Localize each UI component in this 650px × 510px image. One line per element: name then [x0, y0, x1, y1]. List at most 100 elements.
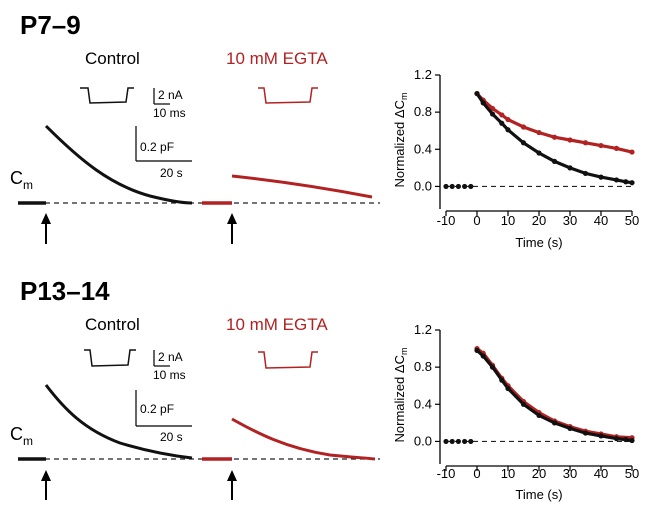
data-point	[499, 112, 505, 118]
cap-scale-label: 0.2 pF	[140, 140, 174, 154]
data-point	[629, 437, 635, 444]
current-scale-bar: 2 nA 10 ms	[153, 350, 186, 382]
y-axis-label: Normalized ΔCm	[392, 348, 409, 443]
x-tick-label: 10	[501, 466, 515, 481]
data-point	[489, 364, 496, 370]
egta-current-trace	[258, 87, 318, 104]
data-point	[474, 347, 480, 354]
x-axis-label: Time (s)	[515, 235, 562, 250]
cap-scale-label: 0.2 pF	[140, 402, 174, 416]
x-tick-label: 0	[473, 466, 480, 481]
capacitance-scale-bar: 0.2 pF 20 s	[135, 390, 192, 444]
control-cm-trace	[44, 384, 193, 460]
x-tick-label: 30	[563, 466, 577, 481]
data-point	[567, 137, 573, 143]
data-point	[582, 140, 589, 146]
current-scale-label: 2 nA	[158, 350, 183, 364]
egta-label: 10 mM EGTA	[226, 49, 328, 68]
egta-current-trace	[258, 351, 318, 369]
data-point	[536, 129, 542, 136]
data-point	[468, 183, 474, 190]
egta-cm-trace	[231, 174, 373, 199]
control-label: Control	[85, 315, 140, 334]
data-point	[489, 105, 496, 112]
data-point	[505, 116, 511, 123]
y-tick-label: 1.2	[414, 322, 432, 337]
y-tick-label: 0.8	[414, 359, 432, 374]
y-tick-label: 0.4	[414, 141, 432, 156]
data-point	[480, 353, 486, 359]
data-point	[623, 436, 629, 443]
capacitance-scale-bar: 0.2 pF 20 s	[135, 126, 192, 180]
data-point	[536, 412, 542, 419]
data-point	[474, 90, 480, 97]
y-tick-label: 0.0	[414, 178, 432, 193]
data-point	[613, 436, 620, 442]
series-line	[475, 348, 634, 443]
time-scale-s-label: 20 s	[160, 430, 183, 444]
data-point	[582, 430, 589, 436]
data-point	[499, 120, 505, 126]
data-point	[567, 425, 573, 432]
egta-stimulus-arrow	[227, 470, 237, 500]
x-tick-label: 10	[501, 213, 515, 228]
data-point	[480, 100, 486, 106]
time-scale-s-label: 20 s	[160, 166, 183, 180]
panel-p13: P13–14 Control 10 mM EGTA 2 nA 10 ms 0.2…	[10, 276, 380, 500]
x-tick-label: 50	[625, 466, 639, 481]
data-point	[551, 158, 558, 164]
data-point	[499, 377, 505, 383]
control-stimulus-arrow	[41, 213, 51, 244]
data-point	[489, 111, 496, 117]
y-tick-label: 0.0	[414, 433, 432, 448]
normalized-plot-p13: 0.0 0.4 0.8 1.2 -10 0 10 20 30 40 50 Time (s) Normal…	[392, 322, 639, 502]
x-tick-label: 30	[563, 213, 577, 228]
data-point	[536, 150, 542, 156]
x-tick-label: 20	[532, 466, 546, 481]
data-point	[449, 438, 455, 445]
data-point	[520, 140, 527, 146]
data-point	[598, 142, 604, 149]
y-tick-label: 0.4	[414, 396, 432, 411]
egta-label: 10 mM EGTA	[226, 315, 328, 334]
data-point	[598, 174, 604, 180]
data-point	[462, 183, 468, 190]
data-point	[551, 420, 558, 426]
data-point	[582, 170, 589, 177]
x-tick-label: 0	[473, 213, 480, 228]
data-point	[462, 438, 468, 445]
data-point	[598, 433, 604, 439]
current-scale-bar: 2 nA 10 ms	[153, 88, 186, 120]
control-current-trace	[80, 87, 134, 104]
egta-stimulus-arrow	[227, 213, 237, 244]
control-stimulus-arrow	[41, 470, 51, 500]
panel-p7: P7–9 Control 10 mM EGTA 2 nA 10 ms 0.2 p…	[10, 10, 380, 244]
data-point	[449, 183, 455, 190]
data-point	[455, 438, 461, 445]
time-scale-ms-label: 10 ms	[153, 368, 186, 382]
control-cm-trace	[44, 124, 193, 205]
data-point	[468, 438, 474, 445]
data-point	[629, 149, 635, 155]
egta-cm-trace	[231, 417, 376, 461]
data-point	[613, 145, 620, 151]
x-tick-label: 50	[625, 213, 639, 228]
data-point	[567, 165, 573, 171]
data-point	[505, 385, 511, 392]
data-point	[443, 438, 449, 445]
x-tick-label: -10	[437, 213, 456, 228]
data-point	[520, 401, 527, 407]
x-tick-label: -10	[437, 466, 456, 481]
normalized-plot-p7: 0.0 0.4 0.8 1.2 -10 0 10 20 30 40 50 Time (s) Normal…	[392, 67, 639, 250]
y-tick-label: 0.8	[414, 104, 432, 119]
y-axis-label: Normalized ΔCm	[392, 93, 409, 188]
series-egta	[474, 345, 635, 441]
current-scale-label: 2 nA	[158, 88, 183, 102]
y-tick-label: 1.2	[414, 67, 432, 82]
data-point	[520, 124, 527, 130]
data-point	[551, 134, 558, 140]
x-tick-label: 20	[532, 213, 546, 228]
data-point	[443, 183, 449, 190]
data-point	[613, 177, 620, 183]
